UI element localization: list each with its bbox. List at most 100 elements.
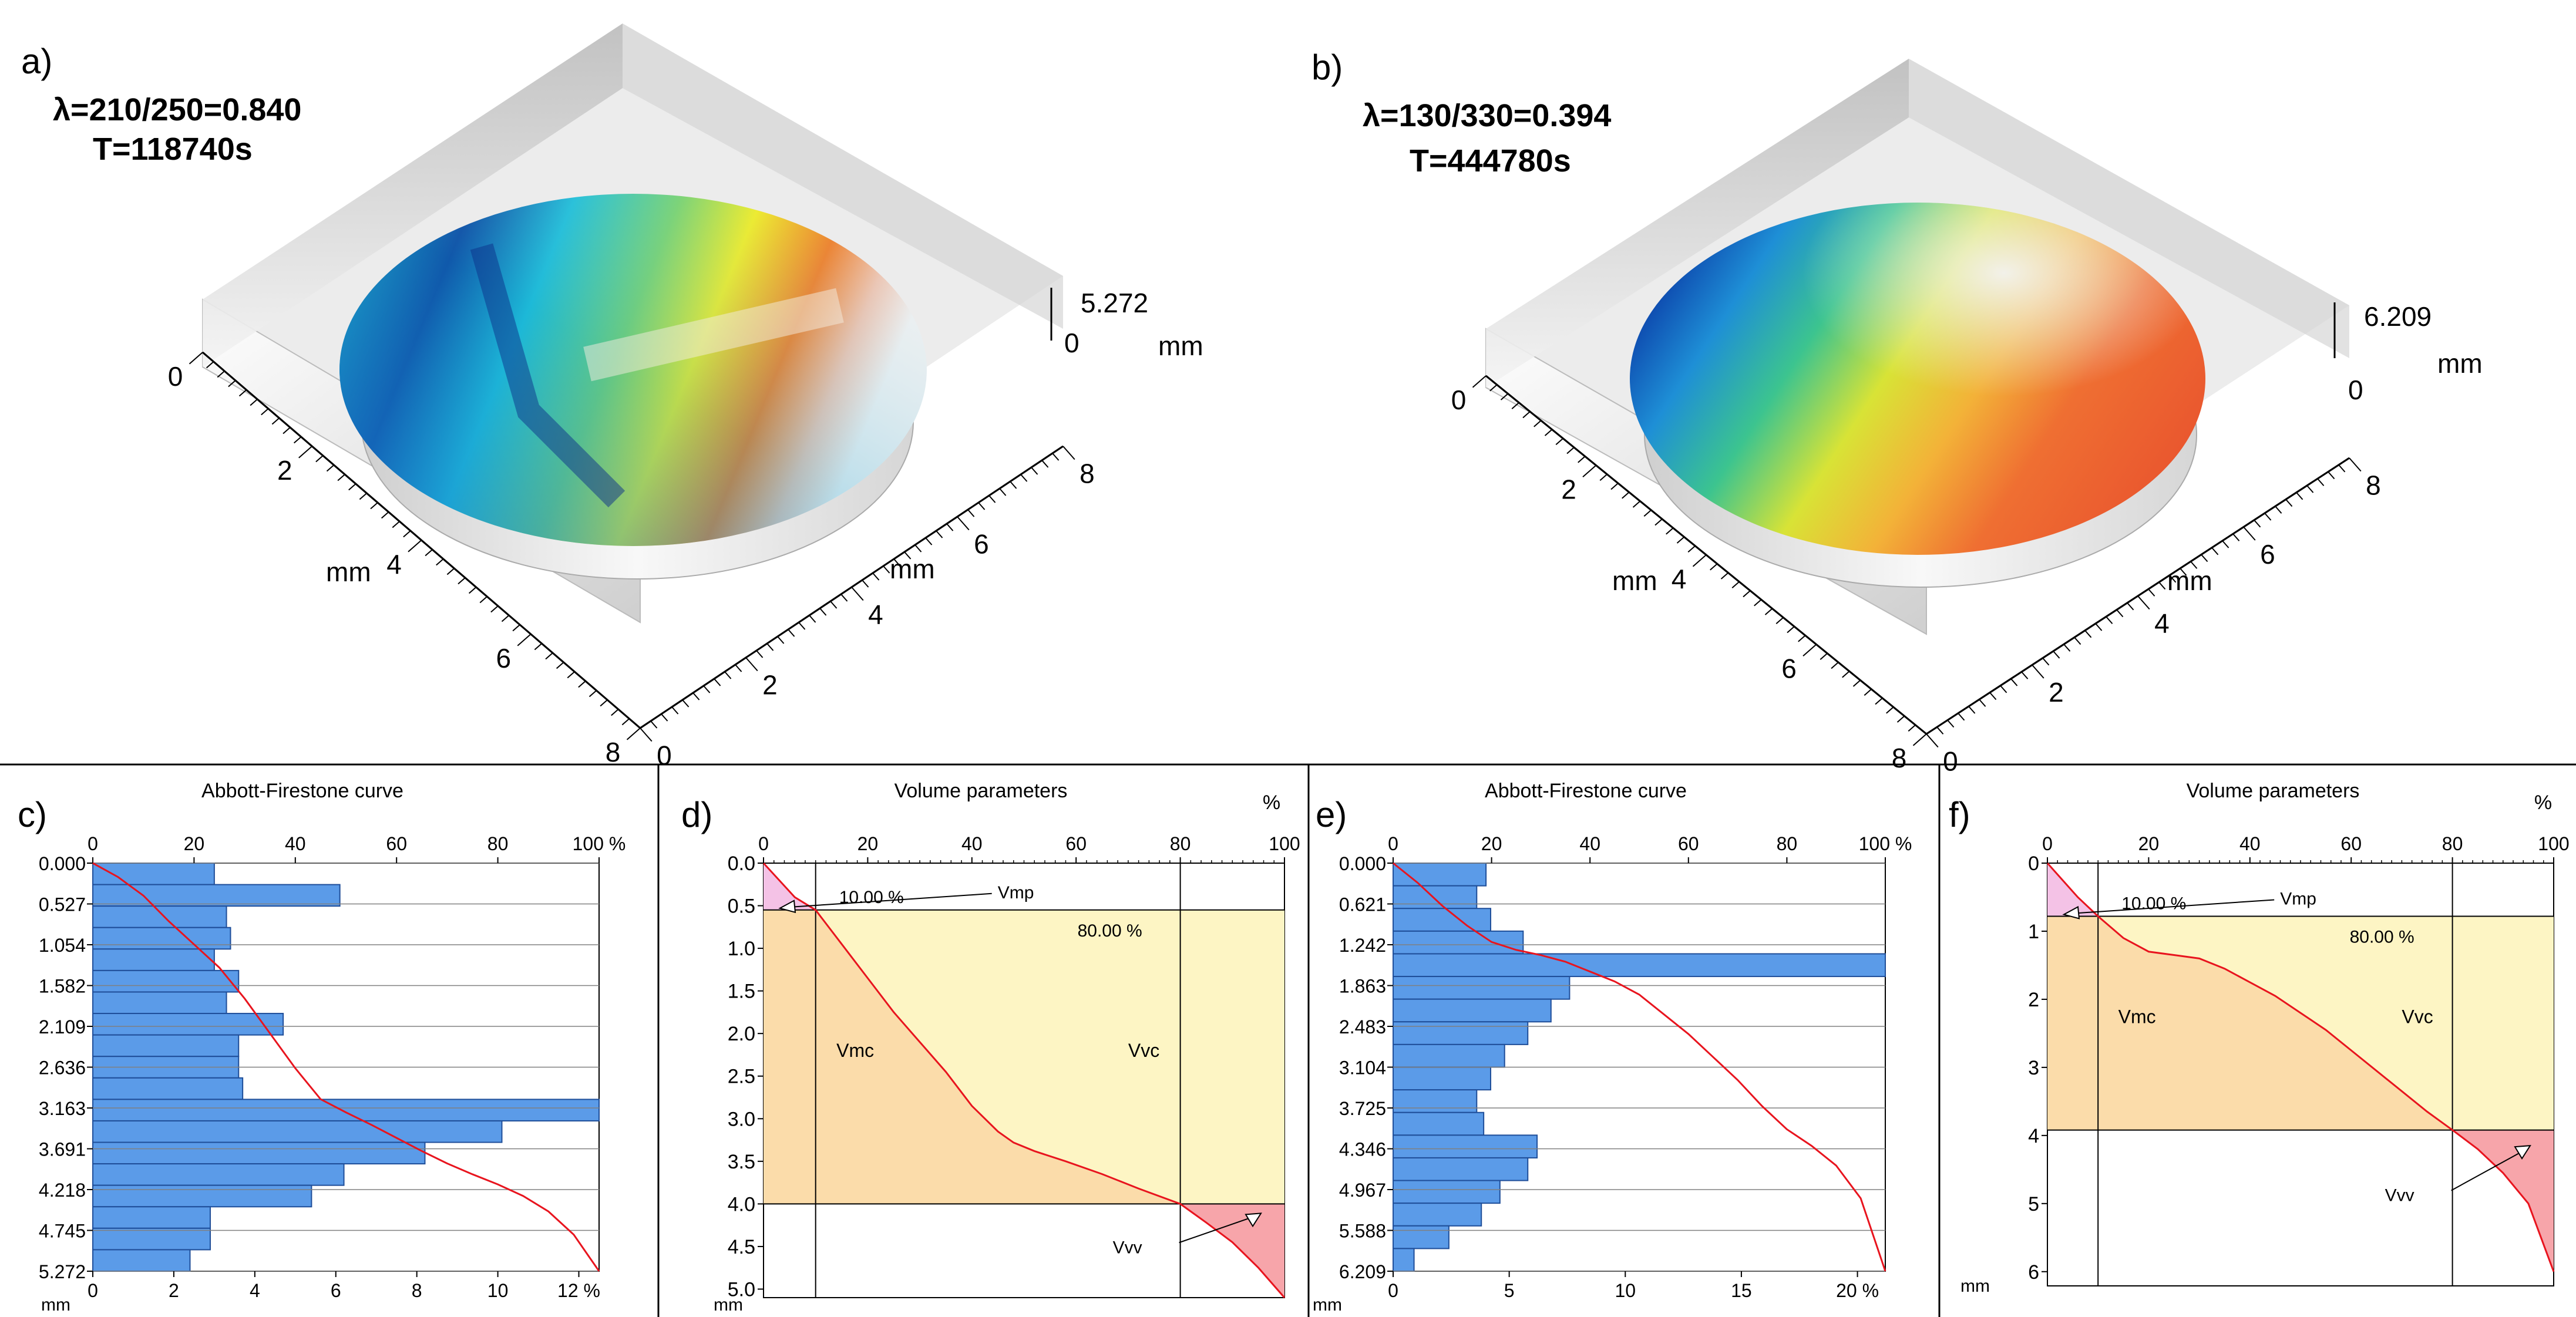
e-bar [1393, 998, 1552, 1023]
right-axis-b-tick [2010, 678, 2018, 686]
left-axis-a-tick-label: 2 [277, 455, 292, 486]
time-b: T=444780s [1410, 143, 1571, 178]
c-bar [92, 1099, 600, 1121]
right-axis-b-tick [2137, 595, 2150, 610]
left-axis-b-tick [1852, 679, 1861, 687]
e-bar [1393, 1248, 1415, 1272]
c-bar [92, 1206, 211, 1229]
f-vmc-label: Vmc [2118, 1006, 2156, 1028]
right-axis-b-tick [2180, 568, 2187, 576]
right-axis-b-tick [2254, 520, 2261, 528]
right-axis-a-tick [883, 565, 890, 574]
left-axis-a-tick [468, 587, 477, 594]
right-axis-b-tick [2095, 623, 2103, 631]
right-axis-a-tick [745, 657, 758, 672]
c-bar [92, 1163, 345, 1186]
right-axis-a-tick [1031, 467, 1038, 475]
c-bottom-tick-label: 8 [412, 1280, 422, 1301]
z-max-label-a: 5.272 [1081, 288, 1148, 318]
lambda-a: λ=210/250=0.840 [53, 92, 301, 127]
left-axis-b-tick [1500, 393, 1509, 400]
right-axis-b-tick [2190, 561, 2198, 569]
e-abbott-curve [1393, 862, 1886, 1272]
d-mr1-label: 10.00 % [839, 888, 904, 907]
right-axis-a-tick [851, 587, 864, 601]
c-top-tick-label: 80 [487, 833, 509, 854]
left-axis-b-tick [1610, 483, 1619, 490]
right-axis-b-tick [2042, 658, 2050, 666]
c-bar [92, 905, 227, 928]
left-axis-a-tick [250, 399, 258, 406]
left-axis-b-tick [1720, 572, 1729, 580]
right-axis-b-tick [1947, 719, 1955, 728]
panel-label-e: e) [1316, 795, 1347, 834]
left-axis-a-tick [392, 521, 400, 528]
right-axis-b-tick [2127, 602, 2134, 611]
left-axis-b-tick-label: 8 [1892, 743, 1907, 773]
right-axis-a-tick [671, 706, 679, 715]
left-axis-b-tick [1764, 608, 1773, 615]
f-x-tick-label: 60 [2340, 833, 2362, 854]
left-axis-a-tick [621, 718, 630, 726]
c-bar [92, 1120, 503, 1143]
right-axis-b-tick [1958, 713, 1965, 721]
right-axis-a-tick [756, 650, 764, 658]
f-vvv-region [2452, 1130, 2554, 1272]
d-y-tick-label: 0.0 [728, 853, 755, 875]
left-axis-a-tick [238, 389, 247, 397]
left-axis-a-tick [446, 568, 455, 575]
left-axis-a-tick-label: 4 [386, 549, 402, 580]
e-top-tick-label: 60 [1678, 833, 1699, 854]
z-max-label-b: 6.209 [2364, 301, 2432, 332]
right-axis-b-tick [2063, 644, 2071, 652]
f-vvv-arrow-head [2514, 1144, 2531, 1160]
left-axis-a-tick [490, 605, 499, 613]
e-bar [1393, 1225, 1450, 1249]
f-vmc-region [2047, 916, 2453, 1130]
lambda-b: λ=130/330=0.394 [1363, 98, 1611, 133]
d-vmp-arrow-head [778, 900, 796, 914]
d-vvv-arrow-head [1245, 1212, 1262, 1228]
right-axis-b-tick [2222, 540, 2229, 548]
left-axis-b-tick [1710, 563, 1718, 571]
left-axis-a-tick [261, 408, 269, 416]
right-axis-a-tick [904, 551, 912, 560]
left-axis-b-tick [1692, 554, 1707, 567]
right-axis-a-tick [682, 699, 690, 708]
right-axis-a-tick [724, 671, 732, 679]
right-axis-a-tick [735, 664, 742, 672]
c-bar [92, 1077, 244, 1100]
c-y-tick-label: 3.163 [39, 1098, 86, 1119]
e-bottom-tick-label: 10 [1615, 1280, 1636, 1301]
c-y-tick-label: 4.218 [39, 1180, 86, 1201]
d-x-tick-label: 60 [1065, 833, 1087, 854]
c-bar [92, 1013, 284, 1036]
left-axis-a-tick [271, 417, 280, 425]
e-bar [1393, 1157, 1529, 1181]
right-axis-a-tick [714, 678, 721, 686]
e-bar [1393, 1134, 1538, 1158]
axis-unit-right-b: mm [2167, 565, 2212, 596]
c-bottom-tick-label: 6 [331, 1280, 341, 1301]
panel-b: 0 2 4 6 8 0 2 4 6 8 6.209 0 mm mm mm b) λ=130/33… [1311, 48, 2483, 777]
right-axis-b-tick [2338, 464, 2346, 473]
right-axis-a-tick [872, 572, 880, 581]
c-bottom-tick-label: 4 [250, 1280, 260, 1301]
left-axis-a-tick-label: 0 [168, 361, 183, 392]
right-axis-a-tick [957, 516, 970, 531]
d-x-tick-label: 100 [1269, 833, 1300, 854]
left-axis-b-tick [1743, 590, 1751, 598]
right-axis-b-tick [2275, 506, 2282, 514]
f-x-tick-label: 80 [2442, 833, 2463, 854]
f-y-tick-label: 3 [2028, 1057, 2039, 1079]
f-y-tick-label: 6 [2028, 1261, 2039, 1284]
chart-title-f: Volume parameters [2187, 780, 2360, 802]
left-axis-a-tick [517, 634, 532, 646]
d-vmp-label: Vmp [998, 883, 1034, 902]
left-axis-b-tick [1643, 509, 1652, 517]
d-vvv-region [1180, 1204, 1284, 1298]
e-y-tick-label: 0.000 [1339, 853, 1386, 874]
e-bar [1393, 1180, 1501, 1204]
left-axis-a-tick-label: 6 [496, 643, 511, 673]
